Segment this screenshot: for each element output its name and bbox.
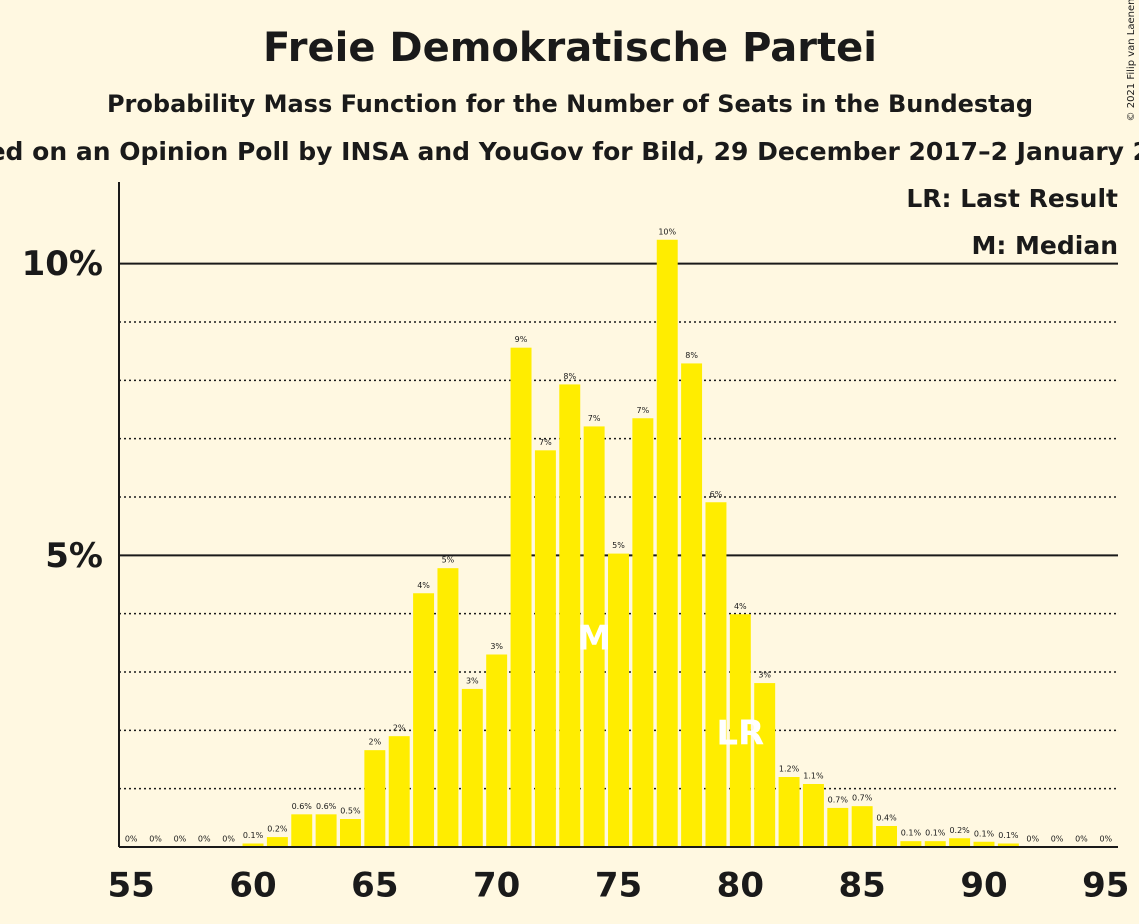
copyright: © 2021 Filip van Laenen: [1126, 0, 1137, 121]
value-label: 3%: [490, 642, 503, 651]
bar: [827, 807, 849, 847]
bar: [997, 843, 1019, 847]
value-label: 0.6%: [292, 802, 313, 811]
bar: [291, 814, 313, 847]
value-label: 0%: [198, 835, 211, 844]
value-label: 5%: [612, 541, 625, 550]
x-tick-label: 75: [595, 866, 642, 906]
legend-entry: LR: Last Result: [906, 184, 1118, 213]
bar: [437, 568, 459, 847]
value-label: 3%: [758, 671, 771, 680]
chart-subtitle: Based on an Opinion Poll by INSA and You…: [0, 137, 1139, 166]
value-label: 0.6%: [316, 802, 337, 811]
value-label: 8%: [563, 372, 576, 381]
marker-label: M: [577, 619, 611, 659]
bar: [486, 654, 508, 847]
value-label: 0.4%: [876, 814, 897, 823]
bar: [778, 777, 800, 847]
bar: [315, 814, 337, 847]
bar: [754, 683, 776, 847]
bar: [802, 784, 824, 847]
value-label: 7%: [588, 414, 601, 423]
value-label: 0%: [1075, 835, 1088, 844]
legend-entry: M: Median: [971, 231, 1118, 260]
x-tick-label: 55: [108, 866, 155, 906]
bar: [949, 838, 971, 847]
bar: [705, 502, 727, 847]
value-label: 3%: [466, 676, 479, 685]
bar: [413, 593, 435, 847]
value-label: 6%: [710, 490, 723, 499]
bar: [876, 826, 898, 847]
value-label: 0.1%: [998, 831, 1019, 840]
chart-title: Freie Demokratische Partei: [263, 25, 877, 71]
value-label: 4%: [734, 602, 747, 611]
bar: [608, 553, 629, 847]
x-tick-label: 85: [838, 866, 885, 906]
bar: [681, 363, 703, 847]
x-tick-label: 90: [960, 866, 1007, 906]
bar: [632, 418, 654, 847]
value-label: 0%: [1099, 835, 1112, 844]
bar: [364, 750, 386, 847]
value-label: 0.1%: [243, 831, 264, 840]
bar: [973, 841, 995, 847]
value-label: 0%: [1051, 835, 1064, 844]
value-label: 7%: [637, 406, 650, 415]
value-label: 8%: [685, 351, 698, 360]
value-label: 0%: [1026, 835, 1039, 844]
value-label: 2%: [393, 724, 406, 733]
value-label: 10%: [658, 227, 676, 236]
bar: [266, 837, 288, 847]
bar: [851, 806, 873, 847]
x-tick-label: 65: [351, 866, 398, 906]
chart-subtitle: Probability Mass Function for the Number…: [107, 90, 1033, 118]
value-label: 0%: [222, 835, 235, 844]
bar: [924, 841, 946, 847]
x-tick-label: 95: [1082, 866, 1129, 906]
value-label: 0%: [174, 835, 187, 844]
bar: [559, 384, 581, 847]
value-label: 0.2%: [267, 825, 288, 834]
value-label: 0.5%: [340, 807, 361, 816]
value-label: 4%: [417, 581, 430, 590]
y-tick-label: 5%: [45, 536, 103, 576]
value-label: 0.1%: [901, 829, 922, 838]
x-tick-label: 70: [473, 866, 520, 906]
value-label: 2%: [368, 738, 381, 747]
value-label: 1.1%: [803, 772, 824, 781]
value-label: 1.2%: [779, 765, 800, 774]
value-label: 0.1%: [925, 829, 946, 838]
bar: [461, 688, 483, 847]
value-label: 5%: [442, 556, 455, 565]
bar: [242, 843, 264, 847]
marker-label: LR: [716, 714, 764, 754]
bar: [534, 450, 556, 847]
value-label: 0.7%: [828, 795, 849, 804]
value-label: 0.2%: [949, 826, 970, 835]
value-label: 0.1%: [974, 829, 995, 838]
x-tick-label: 80: [717, 866, 764, 906]
value-label: 0%: [125, 835, 138, 844]
bar: [900, 841, 922, 847]
x-tick-label: 60: [229, 866, 276, 906]
bar: [510, 347, 532, 847]
bar: [388, 736, 410, 847]
bar: [339, 819, 361, 847]
value-label: 0.7%: [852, 794, 873, 803]
value-label: 7%: [539, 438, 552, 447]
value-label: 9%: [515, 335, 528, 344]
value-label: 0%: [149, 835, 162, 844]
bar: [729, 614, 751, 847]
bar: [656, 239, 678, 847]
bar: [583, 426, 605, 847]
y-tick-label: 10%: [22, 244, 103, 284]
